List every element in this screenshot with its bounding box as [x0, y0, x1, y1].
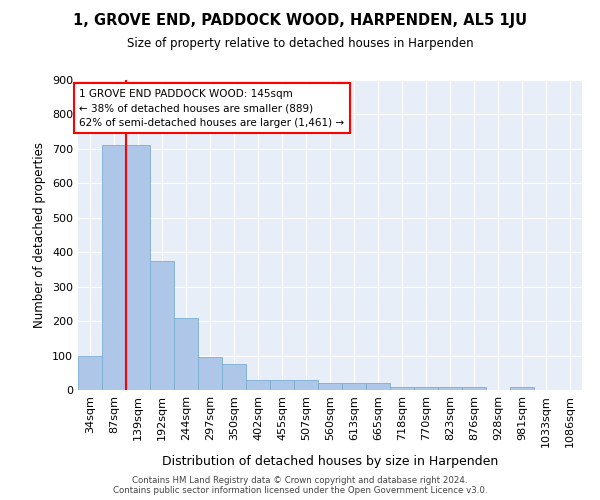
- Text: 1 GROVE END PADDOCK WOOD: 145sqm
← 38% of detached houses are smaller (889)
62% : 1 GROVE END PADDOCK WOOD: 145sqm ← 38% o…: [79, 88, 344, 128]
- Bar: [174, 318, 198, 390]
- Bar: [246, 380, 270, 390]
- Bar: [294, 380, 318, 390]
- Text: Contains HM Land Registry data © Crown copyright and database right 2024.
Contai: Contains HM Land Registry data © Crown c…: [113, 476, 487, 495]
- X-axis label: Distribution of detached houses by size in Harpenden: Distribution of detached houses by size …: [162, 455, 498, 468]
- Bar: [198, 358, 222, 390]
- Bar: [102, 146, 126, 390]
- Bar: [342, 383, 366, 390]
- Bar: [414, 386, 438, 390]
- Bar: [150, 261, 174, 390]
- Bar: [510, 386, 534, 390]
- Text: 1, GROVE END, PADDOCK WOOD, HARPENDEN, AL5 1JU: 1, GROVE END, PADDOCK WOOD, HARPENDEN, A…: [73, 12, 527, 28]
- Bar: [78, 356, 102, 390]
- Bar: [126, 146, 150, 390]
- Bar: [270, 380, 294, 390]
- Bar: [366, 383, 390, 390]
- Bar: [462, 386, 486, 390]
- Text: Size of property relative to detached houses in Harpenden: Size of property relative to detached ho…: [127, 38, 473, 51]
- Bar: [222, 364, 246, 390]
- Bar: [390, 386, 414, 390]
- Y-axis label: Number of detached properties: Number of detached properties: [34, 142, 46, 328]
- Bar: [318, 383, 342, 390]
- Bar: [438, 386, 462, 390]
